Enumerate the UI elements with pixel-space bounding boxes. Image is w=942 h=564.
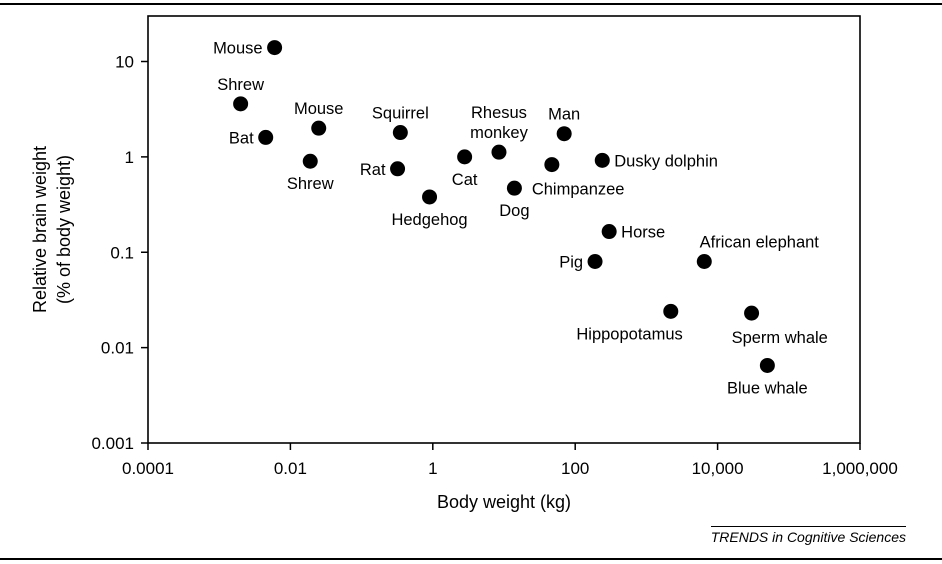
data-label-15-line-0: Pig bbox=[559, 253, 583, 271]
data-label-6-line-0: Rat bbox=[360, 161, 386, 179]
data-label-9-line-0: Rhesus bbox=[471, 104, 527, 122]
bottom-rule bbox=[0, 558, 942, 560]
data-point-15 bbox=[587, 253, 603, 269]
data-label-4-line-0: Shrew bbox=[287, 175, 334, 193]
data-label-16: African elephant bbox=[700, 233, 820, 251]
data-point-2 bbox=[258, 129, 274, 145]
data-point-8 bbox=[457, 149, 473, 165]
x-tick-label-2: 1 bbox=[428, 459, 437, 478]
data-point-9 bbox=[491, 144, 507, 160]
data-label-16-line-0: African elephant bbox=[700, 233, 820, 251]
data-label-14: Horse bbox=[621, 224, 665, 242]
data-point-1 bbox=[233, 96, 249, 112]
data-label-8: Cat bbox=[452, 171, 478, 189]
data-label-13-line-0: Dusky dolphin bbox=[614, 152, 718, 170]
data-label-17-line-0: Hippopotamus bbox=[576, 325, 682, 343]
data-label-11: Chimpanzee bbox=[532, 181, 625, 199]
credit-line: TRENDS in Cognitive Sciences bbox=[710, 526, 906, 545]
data-point-18 bbox=[744, 305, 760, 321]
x-tick-label-1: 0.01 bbox=[274, 459, 307, 478]
data-point-13 bbox=[594, 152, 610, 168]
data-label-9: Rhesus monkey bbox=[470, 104, 529, 142]
y-tick-label-0: 10 bbox=[115, 53, 134, 72]
data-label-12-line-0: Man bbox=[548, 106, 580, 124]
x-tick-label-5: 1,000,000 bbox=[822, 459, 898, 478]
data-label-17: Hippopotamus bbox=[576, 325, 682, 343]
data-point-16 bbox=[696, 253, 712, 269]
y-axis-label-line-0: Relative brain weight bbox=[30, 146, 50, 313]
data-point-11 bbox=[544, 157, 560, 173]
data-point-5 bbox=[392, 125, 408, 141]
data-label-15: Pig bbox=[559, 253, 583, 271]
data-label-5: Squirrel bbox=[372, 105, 429, 123]
data-label-6: Rat bbox=[360, 161, 386, 179]
y-tick-label-3: 0.01 bbox=[101, 339, 134, 358]
data-label-7: Hedgehog bbox=[391, 211, 467, 229]
data-label-19: Blue whale bbox=[727, 379, 808, 397]
data-point-3 bbox=[311, 120, 327, 136]
x-tick-label-3: 100 bbox=[561, 459, 589, 478]
x-tick-label-0: 0.0001 bbox=[122, 459, 174, 478]
data-point-4 bbox=[302, 153, 318, 169]
top-rule bbox=[0, 3, 942, 5]
data-label-9-line-1: monkey bbox=[470, 124, 529, 142]
data-label-0-line-0: Mouse bbox=[213, 40, 263, 58]
data-label-18-line-0: Sperm whale bbox=[732, 329, 828, 347]
data-label-18: Sperm whale bbox=[732, 329, 828, 347]
data-point-7 bbox=[422, 189, 438, 205]
y-tick-label-4: 0.001 bbox=[91, 434, 134, 453]
data-point-6 bbox=[390, 161, 406, 177]
data-label-8-line-0: Cat bbox=[452, 171, 478, 189]
y-tick-label-2: 0.1 bbox=[110, 243, 134, 262]
y-axis-label: Relative brain weight (% of body weight) bbox=[30, 146, 74, 313]
data-point-10 bbox=[506, 180, 522, 196]
plot-area-frame bbox=[147, 15, 861, 444]
data-label-1: Shrew bbox=[217, 76, 264, 94]
y-axis-label-line-1: (% of body weight) bbox=[54, 155, 74, 304]
x-axis-label: Body weight (kg) bbox=[437, 492, 571, 512]
data-label-7-line-0: Hedgehog bbox=[391, 211, 467, 229]
data-label-19-line-0: Blue whale bbox=[727, 379, 808, 397]
data-label-2-line-0: Bat bbox=[229, 129, 254, 147]
y-tick-label-1: 1 bbox=[125, 148, 134, 167]
data-point-19 bbox=[759, 357, 775, 373]
data-point-0 bbox=[267, 40, 283, 56]
data-label-12: Man bbox=[548, 106, 580, 124]
data-label-5-line-0: Squirrel bbox=[372, 105, 429, 123]
data-point-17 bbox=[663, 303, 679, 319]
data-label-2: Bat bbox=[229, 129, 254, 147]
data-point-14 bbox=[601, 224, 617, 240]
data-label-13: Dusky dolphin bbox=[614, 152, 718, 170]
data-label-11-line-0: Chimpanzee bbox=[532, 181, 625, 199]
data-label-10-line-0: Dog bbox=[499, 202, 529, 220]
x-tick-label-4: 10,000 bbox=[692, 459, 744, 478]
data-label-14-line-0: Horse bbox=[621, 224, 665, 242]
data-label-3-line-0: Mouse bbox=[294, 100, 344, 118]
scatter-chart: 0.0001 0.01 1 100 10,000 1,000,000 10 1 0.1 0.01 0… bbox=[30, 15, 898, 512]
data-label-10: Dog bbox=[499, 202, 529, 220]
data-label-4: Shrew bbox=[287, 175, 334, 193]
data-label-0: Mouse bbox=[213, 40, 263, 58]
data-point-12 bbox=[556, 126, 572, 142]
data-label-3: Mouse bbox=[294, 100, 344, 118]
data-label-1-line-0: Shrew bbox=[217, 76, 264, 94]
